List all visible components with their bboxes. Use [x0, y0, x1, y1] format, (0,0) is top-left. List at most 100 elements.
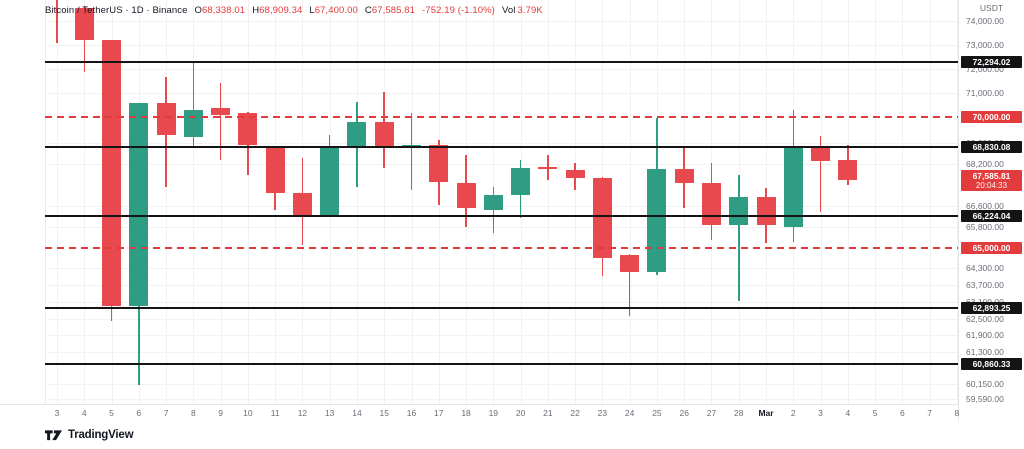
vertical-gridline: [84, 0, 86, 404]
time-axis-label: 25: [652, 408, 662, 418]
price-tick-label: 63,700.00: [966, 280, 1004, 291]
time-axis-label: 3: [54, 408, 60, 418]
vertical-gridline: [166, 0, 168, 404]
horizontal-gridline: [45, 227, 958, 229]
alert-level-line[interactable]: [45, 247, 958, 249]
candle[interactable]: [511, 167, 531, 195]
price-level-line[interactable]: [45, 61, 958, 63]
candle-wick: [219, 82, 222, 160]
time-axis-label: 24: [624, 408, 635, 418]
vertical-gridline: [902, 0, 904, 404]
alert-level-badge: 70,000.00: [961, 111, 1022, 123]
candle[interactable]: [838, 160, 858, 180]
horizontal-gridline: [45, 302, 958, 304]
chart-plot-area[interactable]: [0, 0, 958, 404]
candle[interactable]: [756, 196, 776, 225]
horizontal-gridline: [45, 351, 958, 353]
candle-wick: [628, 253, 631, 317]
price-tick-label: 68,200.00: [966, 158, 1004, 169]
candle[interactable]: [592, 178, 612, 258]
horizontal-gridline: [45, 21, 958, 23]
price-level-line[interactable]: [45, 363, 958, 365]
price-axis[interactable]: USDT 74,000.00 73,000.00 72,000.00 71,000.0…: [958, 0, 1024, 421]
time-axis-label: 18: [461, 408, 471, 418]
price-level-line[interactable]: [45, 146, 958, 148]
price-level-badge: 62,893.25: [961, 302, 1022, 314]
candle[interactable]: [374, 122, 394, 146]
time-axis-label: 9: [218, 408, 223, 418]
candle[interactable]: [156, 102, 176, 135]
tradingview-logo[interactable]: TradingView: [45, 429, 134, 442]
candle[interactable]: [292, 192, 312, 215]
vertical-gridline: [929, 0, 931, 404]
price-tick-label: 64,300.00: [966, 262, 1004, 273]
candle[interactable]: [320, 145, 340, 215]
time-axis-label: 16: [406, 408, 417, 418]
horizontal-gridline: [45, 285, 958, 287]
price-tick-label: 72,000.00: [966, 64, 1004, 75]
time-axis-label: 3: [818, 408, 823, 418]
time-axis-label: 14: [352, 408, 362, 418]
candle[interactable]: [811, 148, 831, 162]
candle[interactable]: [456, 183, 476, 208]
price-tick-label: 73,000.00: [966, 40, 1004, 51]
pane-left-border: [45, 0, 46, 404]
candle-wick: [819, 135, 822, 212]
vertical-gridline: [57, 0, 58, 404]
candle[interactable]: [429, 144, 449, 182]
candle[interactable]: [102, 40, 122, 306]
candle[interactable]: [211, 108, 231, 115]
time-axis-label: 2: [790, 408, 796, 418]
candle[interactable]: [238, 112, 258, 145]
horizontal-gridline: [45, 93, 958, 95]
horizontal-gridline: [45, 383, 958, 385]
time-axis[interactable]: 3 4 5 6 7 8 9 10 11 12 13 14 15 16 17 18 19 20 21 22 23 24 25 2…: [0, 404, 959, 421]
time-axis-label: 7: [927, 408, 932, 418]
vertical-gridline: [193, 0, 195, 404]
price-tick-label: 61,300.00: [966, 346, 1004, 357]
alert-level-line[interactable]: [45, 116, 958, 118]
time-axis-label: 11: [270, 408, 280, 418]
price-level-line[interactable]: [45, 215, 958, 217]
candle[interactable]: [483, 194, 503, 211]
time-axis-label: 22: [570, 408, 580, 418]
vertical-gridline: [956, 0, 958, 404]
time-axis-label: 7: [163, 408, 169, 418]
candle[interactable]: [620, 254, 640, 273]
vertical-gridline: [847, 0, 849, 404]
candle[interactable]: [74, 7, 94, 41]
time-axis-label: 20: [515, 408, 526, 418]
candle[interactable]: [701, 183, 721, 225]
vertical-gridline: [411, 0, 413, 404]
vertical-gridline: [356, 0, 358, 404]
price-tick-label: 66,600.00: [966, 201, 1004, 212]
time-axis-label: 4: [845, 408, 851, 418]
candle[interactable]: [783, 147, 803, 227]
candle[interactable]: [347, 122, 367, 146]
time-axis-label: 23: [597, 408, 608, 418]
candle[interactable]: [647, 169, 667, 273]
price-level-badge: 72,294.02: [961, 56, 1022, 68]
time-axis-label: 10: [243, 408, 253, 418]
vertical-gridline: [875, 0, 877, 404]
time-axis-label: 6: [899, 408, 905, 418]
candle[interactable]: [265, 147, 285, 193]
bottom-bar: TradingView: [0, 421, 1024, 449]
price-tick-label: 60,150.00: [966, 378, 1004, 389]
candle-wick: [738, 174, 740, 302]
candle[interactable]: [565, 169, 585, 179]
price-level-line[interactable]: [45, 307, 958, 309]
vertical-gridline: [575, 0, 577, 404]
time-axis-label: 27: [706, 408, 717, 418]
candle[interactable]: [129, 102, 149, 306]
candle[interactable]: [674, 169, 694, 184]
time-axis-label: 13: [324, 408, 335, 418]
horizontal-gridline: [45, 398, 958, 400]
candle[interactable]: [538, 167, 558, 170]
time-axis-label: 12: [297, 408, 308, 418]
candle[interactable]: [729, 196, 749, 225]
candle[interactable]: [183, 110, 203, 137]
tradingview-logo-icon: [45, 429, 62, 440]
candle-wick: [56, 0, 58, 43]
